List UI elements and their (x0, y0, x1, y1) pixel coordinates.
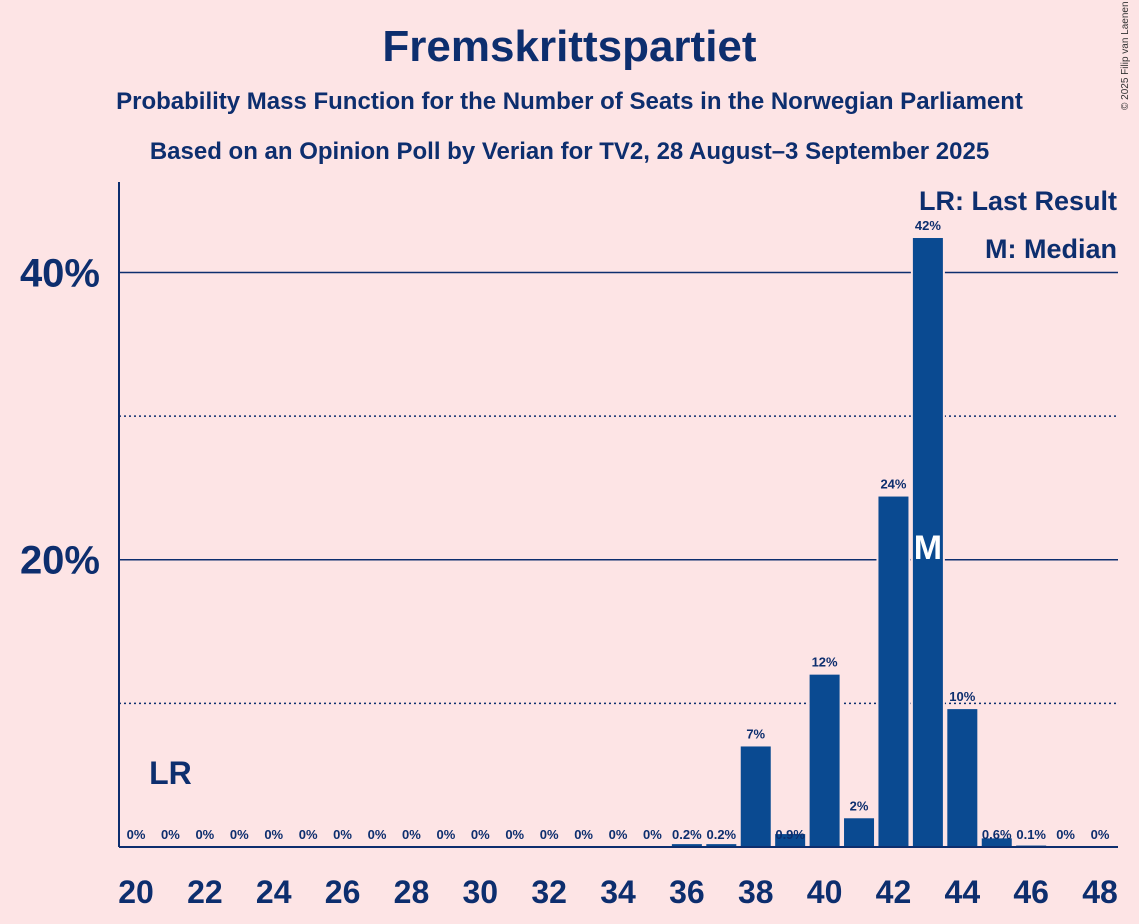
chart-title: Fremskrittspartiet (382, 22, 757, 71)
legend-bg (980, 230, 1125, 266)
data-label-seat-39: 0.9% (775, 827, 805, 842)
x-tick-label: 22 (187, 874, 223, 910)
legend-bg (935, 184, 1125, 220)
bar-seat-38 (740, 746, 771, 847)
x-tick-label: 30 (463, 874, 499, 910)
bar-halo (1014, 843, 1049, 847)
data-label-seat-34: 0% (609, 827, 628, 842)
data-label-seat-29: 0% (436, 827, 455, 842)
chart-source-line: Based on an Opinion Poll by Verian for T… (149, 138, 990, 165)
data-label-seat-37: 0.2% (706, 827, 736, 842)
last-result-marker: LR (149, 755, 192, 791)
data-label-seat-40: 12% (812, 655, 838, 670)
data-label-seat-20: 0% (127, 827, 146, 842)
data-label-seat-24: 0% (264, 827, 283, 842)
legend-last-result: LR: Last Result (919, 186, 1117, 216)
chart-subtitle: Probability Mass Function for the Number… (116, 88, 1023, 115)
data-label-seat-47: 0% (1056, 827, 1075, 842)
x-tick-label: 46 (1013, 874, 1049, 910)
data-label-seat-25: 0% (299, 827, 318, 842)
data-label-seat-32: 0% (540, 827, 559, 842)
data-label-seat-23: 0% (230, 827, 249, 842)
data-label-seat-38: 7% (746, 726, 765, 741)
bar-seat-37 (706, 844, 737, 847)
data-label-seat-33: 0% (574, 827, 593, 842)
data-label-seat-31: 0% (505, 827, 524, 842)
x-tick-label: 26 (325, 874, 361, 910)
data-label-seat-41: 2% (850, 798, 869, 813)
bar-seat-43 (912, 238, 943, 847)
data-label-seat-46: 0.1% (1016, 827, 1046, 842)
legend-median: M: Median (985, 234, 1117, 264)
median-marker: M (914, 529, 942, 567)
x-tick-label: 28 (394, 874, 430, 910)
data-label-seat-21: 0% (161, 827, 180, 842)
bar-seat-36 (671, 844, 702, 847)
bar-seat-40 (809, 674, 840, 847)
x-tick-label: 42 (876, 874, 912, 910)
data-label-seat-35: 0% (643, 827, 662, 842)
data-label-seat-26: 0% (333, 827, 352, 842)
bar-seat-41 (844, 818, 875, 847)
bar-seat-39 (775, 834, 806, 847)
data-label-seat-48: 0% (1091, 827, 1110, 842)
x-tick-label: 34 (600, 874, 636, 910)
x-tick-label: 36 (669, 874, 705, 910)
data-label-seat-42: 24% (880, 477, 906, 492)
x-tick-label: 32 (531, 874, 567, 910)
y-tick-label: 40% (20, 251, 100, 295)
x-tick-label: 48 (1082, 874, 1118, 910)
x-tick-label: 40 (807, 874, 843, 910)
data-label-seat-43: 42% (915, 218, 941, 233)
data-label-seat-28: 0% (402, 827, 421, 842)
data-label-seat-30: 0% (471, 827, 490, 842)
data-label-seat-44: 10% (949, 689, 975, 704)
data-label-seat-45: 0.6% (982, 827, 1012, 842)
data-label-seat-22: 0% (195, 827, 214, 842)
x-tick-label: 44 (945, 874, 981, 910)
data-label-seat-36: 0.2% (672, 827, 702, 842)
bar-seat-45 (981, 838, 1012, 847)
bar-seat-44 (947, 709, 978, 847)
x-tick-label: 20 (118, 874, 154, 910)
x-tick-label: 38 (738, 874, 774, 910)
data-label-seat-27: 0% (368, 827, 387, 842)
bar-seat-42 (878, 496, 909, 847)
y-tick-label: 20% (20, 539, 100, 583)
x-tick-label: 24 (256, 874, 292, 910)
